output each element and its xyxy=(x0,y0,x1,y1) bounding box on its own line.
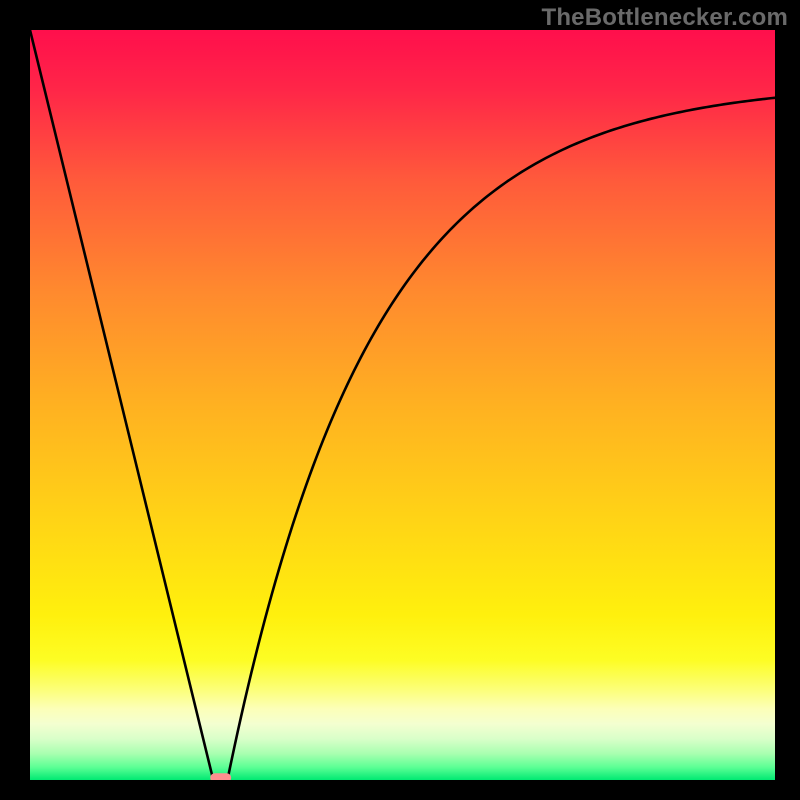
chart-frame: TheBottlenecker.com xyxy=(0,0,800,800)
minimum-marker xyxy=(210,773,231,780)
gradient-background xyxy=(30,30,775,780)
chart-svg xyxy=(30,30,775,780)
watermark-text: TheBottlenecker.com xyxy=(541,4,788,32)
plot-area xyxy=(30,30,775,780)
